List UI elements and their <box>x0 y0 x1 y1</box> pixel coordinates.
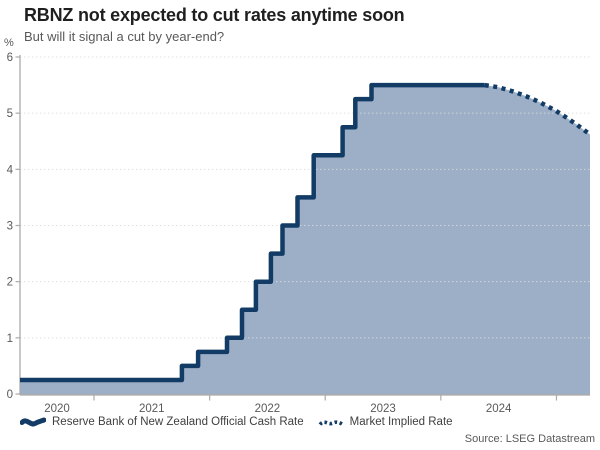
legend: Reserve Bank of New Zealand Official Cas… <box>20 415 453 429</box>
svg-text:4: 4 <box>7 164 14 176</box>
svg-text:2022: 2022 <box>255 403 281 415</box>
y-axis-unit-label: % <box>4 37 14 49</box>
legend-label-market-implied: Market Implied Rate <box>349 416 453 428</box>
chart-subtitle: But will it signal a cut by year-end? <box>24 29 225 44</box>
solid-wave-icon <box>20 417 46 427</box>
source-label: Source: LSEG Datastream <box>464 433 595 445</box>
svg-text:0: 0 <box>7 389 13 401</box>
svg-text:2: 2 <box>7 277 13 289</box>
svg-text:3: 3 <box>7 221 13 233</box>
svg-text:2020: 2020 <box>44 403 70 415</box>
svg-text:5: 5 <box>7 108 13 120</box>
svg-text:1: 1 <box>7 333 13 345</box>
legend-label-official-cash-rate: Reserve Bank of New Zealand Official Cas… <box>52 416 304 428</box>
svg-text:6: 6 <box>7 52 13 64</box>
legend-item-market-implied: Market Implied Rate <box>318 415 453 429</box>
svg-text:2021: 2021 <box>139 403 165 415</box>
svg-text:2024: 2024 <box>486 403 512 415</box>
svg-text:2023: 2023 <box>370 403 396 415</box>
legend-item-official-cash-rate: Reserve Bank of New Zealand Official Cas… <box>20 415 304 429</box>
dotted-wave-icon <box>318 420 343 426</box>
chart-title: RBNZ not expected to cut rates anytime s… <box>24 5 405 25</box>
